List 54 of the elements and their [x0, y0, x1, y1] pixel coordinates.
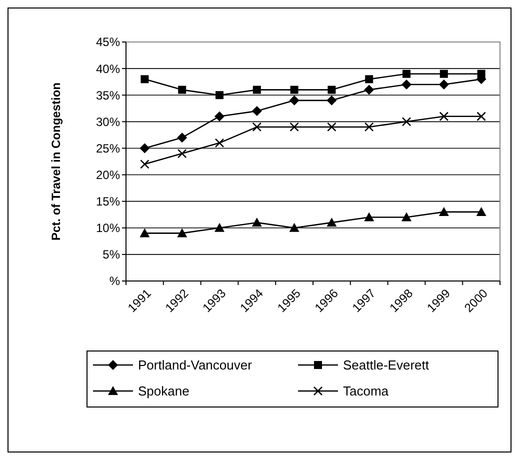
point — [216, 91, 224, 100]
y-tick-label: % — [109, 274, 120, 288]
point — [140, 75, 149, 84]
point — [438, 79, 449, 90]
point — [477, 70, 486, 78]
point — [252, 122, 262, 132]
legend-label: Tacoma — [343, 384, 390, 399]
point — [326, 218, 337, 227]
point — [177, 132, 188, 143]
point — [440, 70, 448, 78]
point — [290, 122, 299, 132]
point — [214, 111, 224, 122]
point — [439, 112, 449, 122]
y-tick-label: 15% — [96, 194, 120, 209]
point — [214, 138, 224, 148]
point — [140, 143, 150, 154]
y-tick-label: 40% — [96, 62, 120, 76]
y-tick-label: 10% — [96, 221, 120, 236]
point — [365, 75, 374, 84]
point — [364, 84, 374, 95]
point — [252, 106, 262, 116]
point — [438, 206, 449, 216]
point — [140, 160, 150, 169]
point — [402, 70, 410, 78]
point — [178, 86, 186, 94]
point — [326, 95, 337, 106]
y-tick-label: 25% — [96, 141, 120, 156]
y-tick-label: 35% — [96, 88, 120, 102]
point — [364, 212, 374, 222]
point — [140, 228, 150, 238]
point — [177, 228, 188, 238]
point — [402, 117, 412, 126]
point — [290, 86, 298, 94]
point — [364, 122, 374, 132]
point — [402, 79, 412, 90]
legend-label: Seattle-Everett — [343, 358, 430, 373]
y-tick-label: 5% — [102, 248, 120, 262]
point — [328, 86, 336, 94]
point — [476, 112, 486, 122]
point — [476, 206, 486, 216]
point — [402, 212, 412, 222]
point — [327, 122, 336, 132]
legend-label: Portland-Vancouver — [138, 358, 253, 373]
y-axis-title: Pct. of Travel in Congestion — [49, 82, 63, 241]
y-tick-label: 20% — [96, 168, 120, 182]
point — [214, 222, 224, 232]
point — [289, 95, 300, 106]
point — [252, 218, 262, 227]
point — [252, 86, 261, 94]
y-tick-label: 30% — [96, 114, 120, 129]
y-tick-label: 45% — [96, 35, 120, 50]
legend-label: Spokane — [138, 384, 190, 399]
point — [177, 148, 187, 158]
point — [289, 222, 300, 232]
